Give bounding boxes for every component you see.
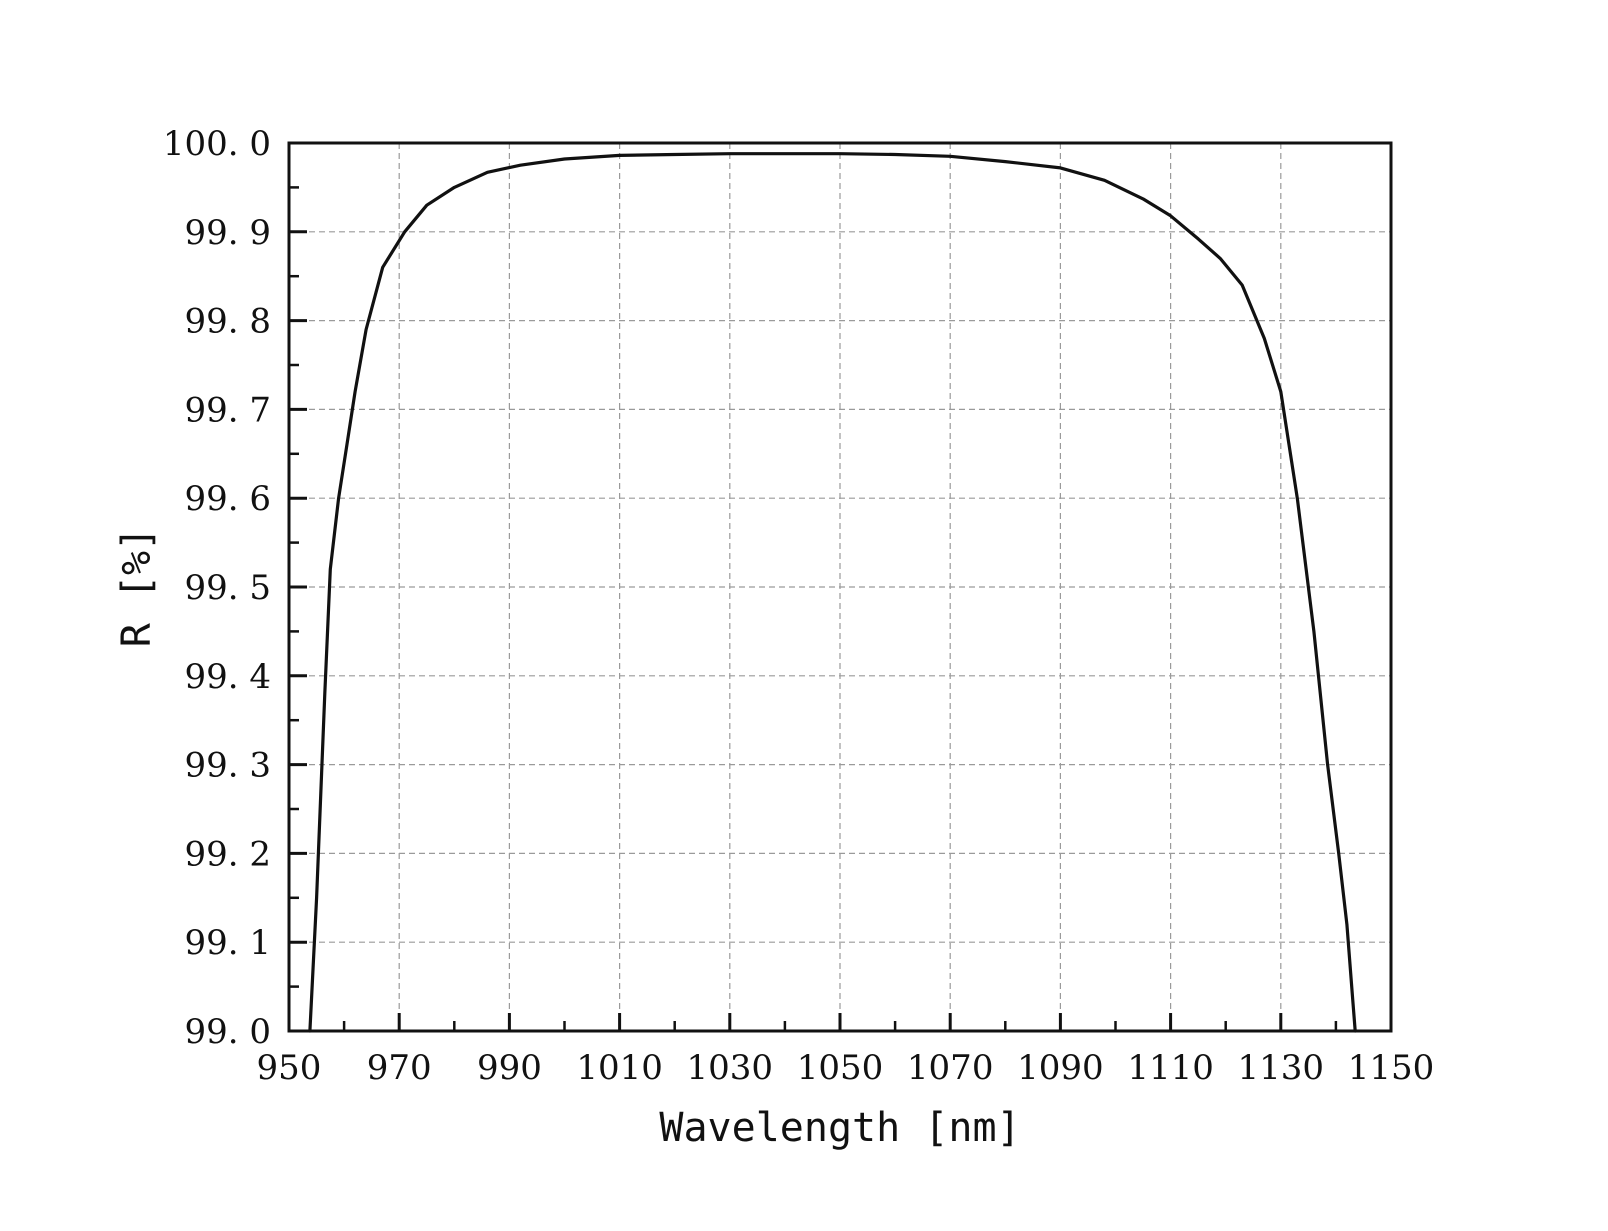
series-layer (308, 152, 1357, 1033)
plot-frame (287, 141, 1393, 1033)
y-axis-title: R [%] (114, 527, 160, 647)
x-tick-label: 1030 (687, 1048, 774, 1088)
x-tick-label: 1090 (1017, 1048, 1104, 1088)
x-tick-label: 950 (257, 1048, 322, 1088)
x-tick-label: 1150 (1348, 1048, 1435, 1088)
y-tick-label: 99. 3 (184, 746, 271, 786)
minor-ticks (289, 186, 1338, 1031)
x-tick-label: 1070 (907, 1048, 994, 1088)
y-tick-label: 100. 0 (163, 124, 271, 164)
x-tick-label: 1110 (1127, 1048, 1214, 1088)
y-tick-label: 99. 7 (184, 390, 271, 430)
y-tick-labels: 99. 0 99. 1 99. 2 99. 3 99. 4 99. 5 99. 6 99. 7… (163, 124, 271, 1052)
y-tick-label: 99. 2 (184, 834, 271, 874)
grid (289, 143, 1391, 1031)
y-tick-label: 99. 5 (184, 568, 271, 608)
x-axis-title: Wavelength [nm] (659, 1105, 1020, 1151)
x-tick-label: 970 (367, 1048, 432, 1088)
y-tick-label: 99. 4 (184, 657, 271, 697)
x-tick-label: 1130 (1238, 1048, 1325, 1088)
y-tick-label: 99. 1 (184, 923, 271, 963)
y-tick-label: 99. 0 (184, 1012, 271, 1052)
y-tick-label: 99. 6 (184, 479, 271, 519)
x-tick-labels: 950 970 990 1010 1030 1050 1070 1090 1110 1130 115… (257, 1048, 1435, 1088)
x-tick-label: 1010 (576, 1048, 663, 1088)
x-tick-label: 990 (477, 1048, 542, 1088)
y-tick-label: 99. 9 (184, 213, 271, 253)
x-tick-label: 1050 (797, 1048, 884, 1088)
series-line-0 (308, 152, 1357, 1033)
major-ticks (287, 141, 1393, 1033)
y-tick-label: 99. 8 (184, 302, 271, 342)
